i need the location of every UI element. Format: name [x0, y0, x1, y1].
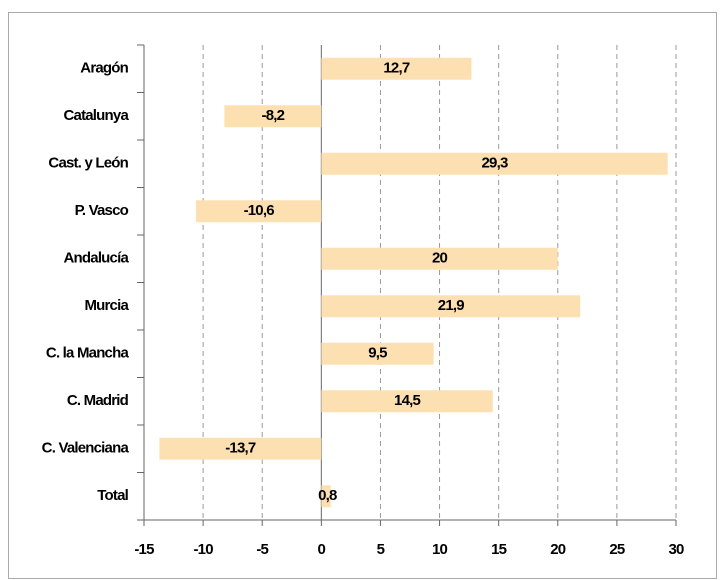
bar: [321, 247, 558, 270]
x-tick-label: 25: [609, 541, 625, 558]
x-tick-label: -10: [193, 541, 213, 558]
value-label: 0,8: [318, 487, 337, 504]
x-tick-label: -15: [134, 541, 154, 558]
value-label: 12,7: [383, 60, 409, 77]
value-label: -10,6: [244, 202, 275, 219]
x-tick-label: 15: [491, 541, 507, 558]
value-label: 14,5: [394, 392, 420, 409]
value-label: -13,7: [225, 440, 256, 457]
value-label: 9,5: [368, 345, 387, 362]
bar: [321, 342, 434, 365]
value-label: -8,2: [262, 107, 285, 124]
x-tick-label: -5: [256, 541, 268, 558]
bar: [159, 437, 322, 460]
y-tick-label: C. Madrid: [67, 392, 129, 409]
y-tick-label: Catalunya: [64, 107, 130, 124]
y-tick-label: Total: [97, 487, 128, 504]
bar: [224, 105, 322, 128]
x-tick-label: 10: [432, 541, 448, 558]
y-tick-label: Murcia: [84, 297, 129, 314]
y-tick-label: C. Valenciana: [42, 440, 130, 457]
bar: [321, 295, 581, 318]
y-tick-label: Cast. y León: [48, 155, 128, 172]
y-tick-label: C. la Mancha: [46, 345, 130, 362]
y-tick-label: Aragón: [80, 60, 128, 77]
value-label: 20: [432, 250, 448, 267]
y-tick-label: Andalucía: [64, 250, 130, 267]
value-label: 29,3: [482, 155, 508, 172]
x-tick-label: 20: [550, 541, 566, 558]
bar: [321, 390, 493, 413]
bar: [321, 57, 472, 80]
bar: [321, 152, 668, 175]
x-tick-label: 0: [318, 541, 326, 558]
x-tick-label: 30: [668, 541, 684, 558]
y-tick-label: P. Vasco: [75, 202, 129, 219]
value-label: 21,9: [438, 297, 464, 314]
bar: [196, 200, 322, 223]
x-tick-label: 5: [377, 541, 385, 558]
bar: [321, 485, 331, 508]
